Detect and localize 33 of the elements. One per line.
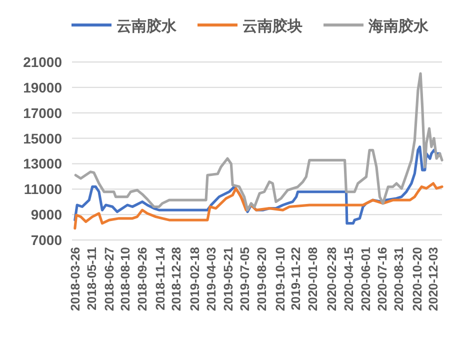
x-tick-label: 2020-06-01 [359,246,374,311]
y-tick-label: 17000 [23,104,62,121]
y-tick-label: 7000 [30,232,62,248]
y-tick-label: 13000 [23,156,62,172]
y-tick-label: 11000 [24,181,62,198]
x-tick-label: 2019-02-18 [188,246,202,311]
x-tick-label: 2020-10-20 [410,246,424,311]
x-tick-label: 2019-07-05 [238,246,252,311]
x-tick-label: 2020-01-08 [306,246,320,311]
legend-label: 云南胶块 [242,17,302,35]
x-tick-label: 2019-08-20 [254,246,269,311]
x-tick-label: 2020-04-15 [342,246,356,311]
y-tick-label: 15000 [23,130,62,146]
x-tick-label: 2020-08-31 [392,246,406,311]
x-tick-label: 2019-11-22 [289,246,304,310]
y-tick-label: 9000 [30,206,62,223]
x-tick-label: 2020-12-03 [426,246,440,311]
x-tick-label: 2018-03-26 [68,246,82,311]
legend-label: 云南胶水 [116,17,178,35]
x-tick-label: 2019-05-21 [222,246,236,311]
x-tick-label: 2018-12-28 [169,246,184,311]
y-tick-label: 19000 [23,79,62,96]
legend-label: 海南胶水 [368,17,430,35]
x-tick-label: 2020-02-28 [324,246,339,311]
x-tick-label: 2019-10-10 [273,246,288,311]
x-tick-label: 2018-09-26 [135,246,150,311]
x-tick-label: 2018-05-11 [85,246,100,310]
x-tick-label: 2019-04-03 [204,246,218,311]
x-tick-label: 2020-07-16 [375,246,390,311]
x-tick-label: 2018-06-27 [102,246,116,311]
y-tick-label: 21000 [23,54,62,70]
x-tick-label: 2018-11-14 [153,246,168,310]
x-tick-label: 2018-08-10 [118,246,132,311]
